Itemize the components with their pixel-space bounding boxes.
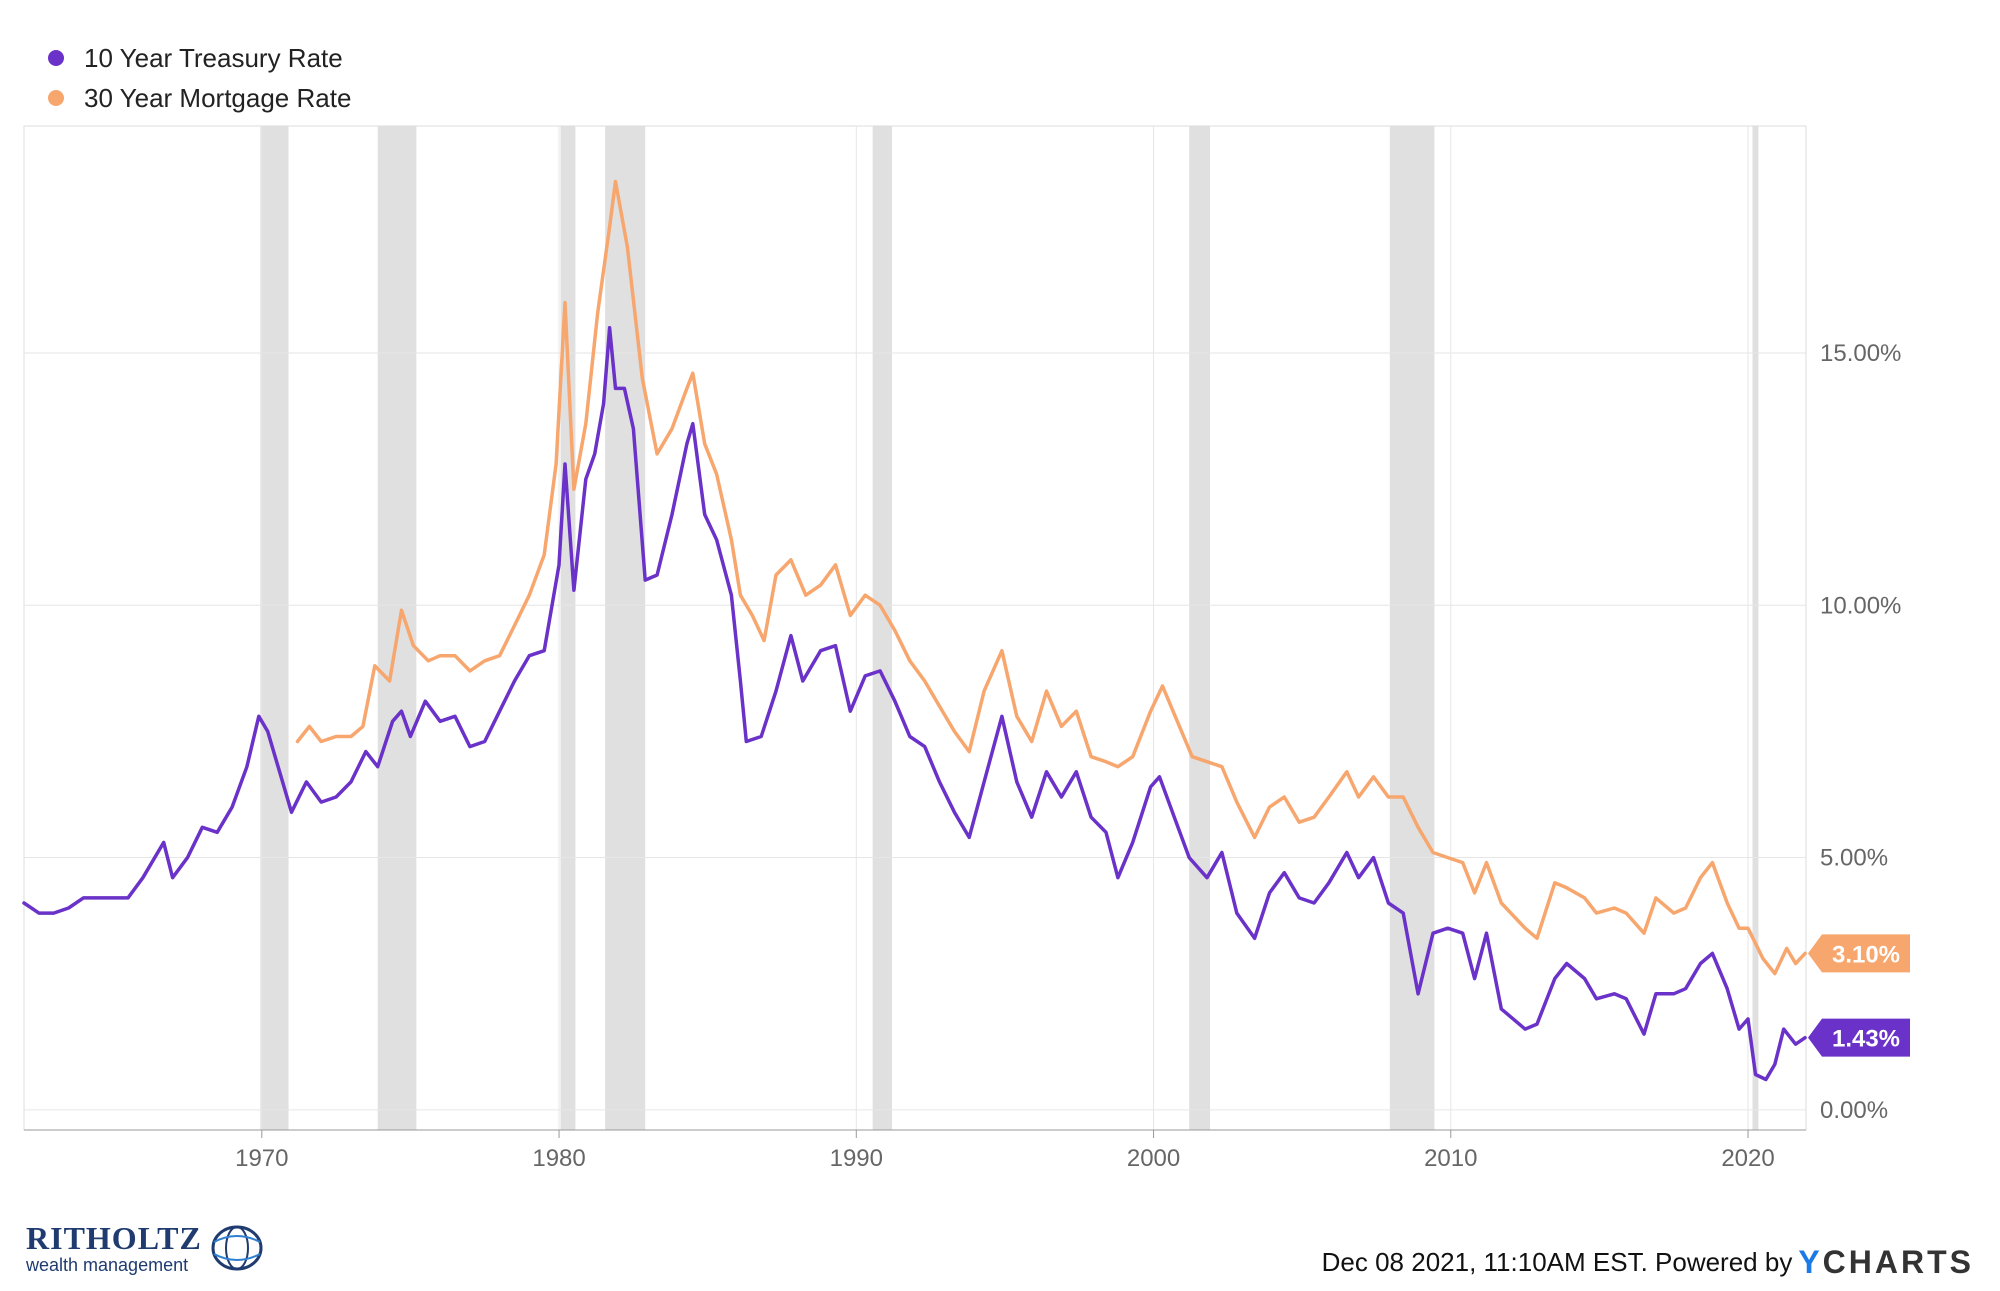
legend-dot-treasury bbox=[48, 50, 64, 66]
legend-label-treasury: 10 Year Treasury Rate bbox=[84, 42, 343, 73]
chart-legend: 10 Year Treasury Rate 30 Year Mortgage R… bbox=[48, 38, 351, 118]
recession-band-2 bbox=[560, 126, 576, 1130]
plot-area-border bbox=[23, 125, 1807, 1131]
end-badge-label-0: 1.43% bbox=[1832, 1026, 1900, 1053]
logo-globe-icon bbox=[211, 1225, 263, 1271]
ritholtz-logo: RITHOLTZ wealth management bbox=[26, 1222, 266, 1274]
treasury-rate-line bbox=[22, 326, 1807, 1082]
x-tick-label-1: 1980 bbox=[532, 1145, 585, 1172]
y-tick-label-2: 10.00% bbox=[1820, 592, 1901, 619]
y-tick-label-1: 5.00% bbox=[1820, 845, 1888, 872]
legend-dot-mortgage bbox=[48, 90, 64, 106]
logo-name: RITHOLTZ bbox=[26, 1220, 202, 1256]
logo-subtitle: wealth management bbox=[26, 1255, 189, 1275]
recession-band-7 bbox=[1752, 126, 1759, 1130]
x-tick-label-2: 1990 bbox=[830, 1145, 883, 1172]
axes: 0.00% 5.00% 10.00% 15.00% 1970 1980 1990 2000 20… bbox=[24, 340, 1901, 1172]
x-tick-label-5: 2020 bbox=[1721, 1145, 1774, 1172]
legend-item-treasury[interactable]: 10 Year Treasury Rate bbox=[48, 38, 351, 78]
x-tick-label-4: 2010 bbox=[1424, 1145, 1477, 1172]
recession-band-3 bbox=[605, 126, 646, 1130]
treasury-end-badge: 1.43% bbox=[1808, 1018, 1910, 1057]
ycharts-logo-y: Y bbox=[1798, 1244, 1823, 1280]
footer-timestamp: Dec 08 2021, 11:10AM EST. Powered by bbox=[1321, 1247, 1793, 1277]
recession-band-5 bbox=[1189, 126, 1211, 1130]
ycharts-logo-text: CHARTS bbox=[1822, 1244, 1974, 1280]
end-badge-shape-0 bbox=[1808, 1018, 1910, 1057]
legend-item-mortgage[interactable]: 30 Year Mortgage Rate bbox=[48, 78, 351, 118]
recession-band-6 bbox=[1389, 126, 1435, 1130]
end-badge-shape-1 bbox=[1808, 934, 1910, 973]
recession-band-4 bbox=[872, 126, 892, 1130]
mortgage-rate-line bbox=[295, 179, 1807, 976]
legend-label-mortgage: 30 Year Mortgage Rate bbox=[84, 82, 352, 113]
footer-attribution: Dec 08 2021, 11:10AM EST. Powered by YCH… bbox=[1322, 1244, 1974, 1281]
end-badge-label-1: 3.10% bbox=[1832, 941, 1900, 968]
gridlines bbox=[23, 125, 1807, 1131]
recession-band-0 bbox=[260, 126, 289, 1130]
y-tick-label-3: 15.00% bbox=[1820, 340, 1901, 367]
mortgage-end-badge: 3.10% bbox=[1808, 934, 1910, 973]
ycharts-logo[interactable]: YCHARTS bbox=[1798, 1244, 1974, 1281]
y-tick-label-0: 0.00% bbox=[1820, 1097, 1888, 1124]
x-tick-label-3: 2000 bbox=[1127, 1145, 1180, 1172]
recession-bands bbox=[260, 126, 1759, 1130]
x-tick-label-0: 1970 bbox=[235, 1145, 288, 1172]
end-value-badges: 1.43% 3.10% bbox=[1808, 934, 1910, 1057]
series-lines bbox=[22, 179, 1807, 1082]
